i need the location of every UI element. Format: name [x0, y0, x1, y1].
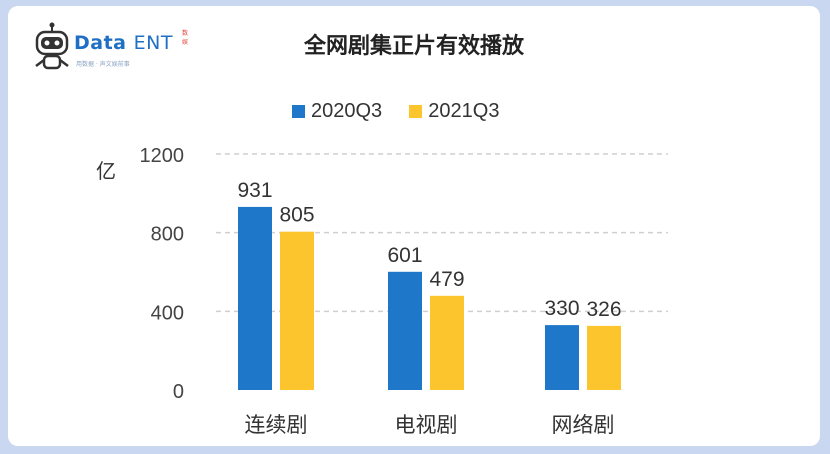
y-axis-unit-label: 亿: [96, 159, 116, 183]
labels-layer: 0 400 800 1200 931 805 连续剧 601 479 电视剧 330 326 网络剧: [140, 145, 622, 437]
brand-name: Data ENT: [74, 32, 173, 54]
bar-chart: 亿 0 400 800 1200 931 805 连续剧 601 479 电视剧 330 326 网络剧: [96, 145, 668, 437]
bar-2020q3-0: [238, 206, 272, 390]
bar-2021q3-1: [430, 295, 464, 390]
chart-legend: 2020Q3 2021Q3: [292, 100, 521, 124]
data-label: 326: [586, 298, 621, 321]
data-label: 805: [279, 204, 314, 227]
data-label: 330: [544, 297, 579, 320]
brand-logo: Data ENT 用数据 · 声文娱前事 数娱: [32, 22, 192, 74]
data-label: 931: [237, 179, 272, 202]
x-tick-label: 网络剧: [552, 413, 615, 437]
data-label: 479: [429, 268, 464, 291]
y-tick-label: 1200: [140, 145, 185, 167]
robot-mascot-icon: [35, 22, 69, 70]
chart-card: Data ENT 用数据 · 声文娱前事 数娱 全网剧集正片有效播放 2020Q…: [8, 6, 820, 446]
brand-name-rest: ENT: [133, 32, 173, 54]
y-tick-label: 0: [173, 381, 184, 403]
legend-label-2021q3: 2021Q3: [428, 100, 500, 122]
y-tick-label: 400: [151, 302, 184, 324]
bars-layer: [238, 206, 621, 390]
legend-label-2020q3: 2020Q3: [311, 100, 383, 122]
bar-2020q3-2: [545, 325, 579, 390]
x-tick-label: 连续剧: [245, 413, 308, 437]
brand-badge: 数娱: [182, 30, 189, 46]
bar-2021q3-2: [587, 325, 621, 390]
brand-tagline: 用数据 · 声文娱前事: [76, 61, 130, 68]
bar-2021q3-0: [280, 231, 314, 390]
brand-name-bold: Data: [74, 32, 127, 54]
y-tick-label: 800: [151, 224, 184, 246]
data-label: 601: [387, 244, 422, 267]
bar-2020q3-1: [388, 271, 422, 390]
legend-swatch-2021q3: [409, 105, 423, 118]
chart-title: 全网剧集正片有效播放: [303, 34, 524, 59]
legend-swatch-2020q3: [292, 105, 305, 118]
x-tick-label: 电视剧: [395, 413, 458, 437]
legend-item-2021q3: 2021Q3: [409, 100, 499, 123]
legend-item-2020q3: 2020Q3: [292, 100, 382, 123]
